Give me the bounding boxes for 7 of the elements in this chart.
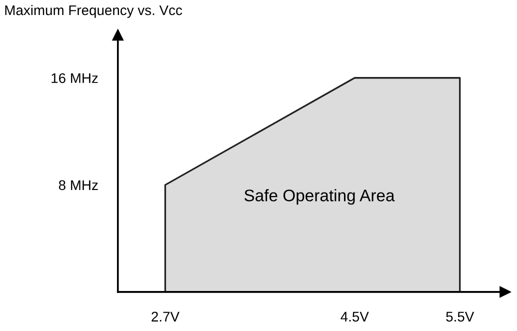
y-tick-label: 8 MHz — [58, 180, 98, 190]
x-tick-label: 5.5V — [446, 312, 474, 322]
annotation: Safe Operating Area — [244, 189, 395, 205]
x-tick-label: 2.7V — [152, 312, 180, 322]
chart-title: Maximum Frequency vs. Vcc — [5, 4, 182, 18]
x-tick-label: 4.5V — [340, 312, 369, 322]
y-tick-label: 16 MHz — [52, 73, 98, 84]
